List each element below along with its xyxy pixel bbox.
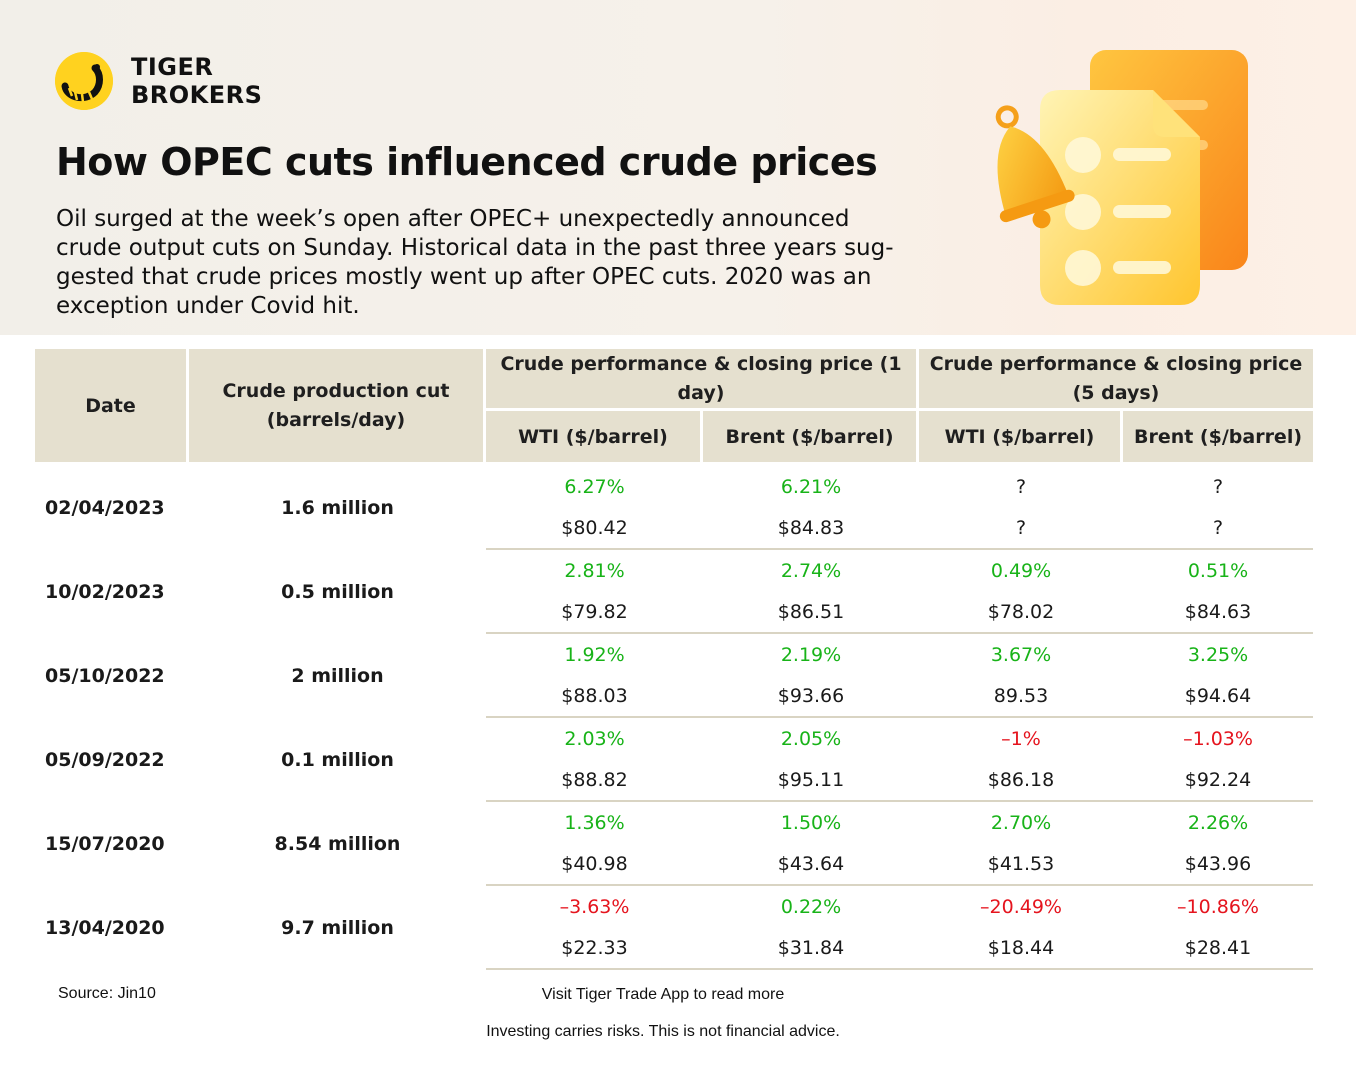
wti-1day-price: $88.03 [486,675,703,718]
table-row-prices: $22.33 $31.84 $18.44 $28.41 [35,927,1313,970]
row-production-cut: 9.7 million [281,917,394,939]
row-production-cut: 2 million [291,665,384,687]
table-row-prices: $88.82 $95.11 $86.18 $92.24 [35,759,1313,802]
brent-1day-change: 1.50% [780,811,842,834]
wti-5days-price: $41.53 [919,843,1123,886]
wti-5days-price: ? [919,507,1123,550]
wti-5days-change: 2.70% [990,811,1052,834]
brent-1day-price: $93.66 [703,675,919,718]
row-date: 13/04/2020 [45,917,165,939]
brand-name: TIGER BROKERS [131,53,262,109]
brent-1day-change: 6.21% [780,475,842,498]
tiger-brokers-logo-icon [55,52,113,110]
brent-1day-price: $43.64 [703,843,919,886]
header-date: Date [35,349,189,462]
wti-1day-change: 1.36% [564,811,625,834]
brent-5days-change: 2.26% [1187,811,1249,834]
wti-1day-price: $80.42 [486,507,703,550]
table-row-prices: $80.42 $84.83 ? ? [35,507,1313,550]
brand-name-line2: BROKERS [131,81,263,109]
wti-1day-price: $88.82 [486,759,703,802]
wti-5days-change: –1% [1001,727,1041,750]
wti-1day-price: $22.33 [486,927,703,970]
wti-1day-change: 2.03% [564,727,625,750]
wti-5days-change: –20.49% [980,895,1062,918]
illustration [978,40,1278,320]
table-row: 02/04/2023 1.6 million 6.27% 6.21% ? ? [35,462,1313,520]
brent-5days-change: ? [1212,475,1224,498]
table-row: 10/02/2023 0.5 million 2.81% 2.74% 0.49%… [35,550,1313,604]
brent-5days-price: $43.96 [1123,843,1313,886]
table-row: 05/10/2022 2 million 1.92% 2.19% 3.67% 3… [35,634,1313,688]
wti-1day-change: 1.92% [564,643,625,666]
brent-5days-price: $94.64 [1123,675,1313,718]
row-production-cut: 1.6 million [281,497,394,519]
brent-5days-change: –10.86% [1177,895,1259,918]
brent-1day-change: 2.05% [780,727,842,750]
wti-5days-change: 0.49% [990,559,1052,582]
bell-icon [995,105,1075,229]
table-row: 15/07/2020 8.54 million 1.36% 1.50% 2.70… [35,802,1313,856]
intro-paragraph: Oil surged at the week’s open after OPEC… [56,206,894,319]
brand-name-line1: TIGER [131,53,214,81]
row-production-cut: 0.5 million [281,581,394,603]
wti-5days-price: $18.44 [919,927,1123,970]
brent-1day-change: 0.22% [780,895,842,918]
table-row-prices: $40.98 $43.64 $41.53 $43.96 [35,843,1313,886]
table-row-prices: $88.03 $93.66 89.53 $94.64 [35,675,1313,718]
brent-5days-price: $28.41 [1123,927,1313,970]
table-row: 13/04/2020 9.7 million –3.63% 0.22% –20.… [35,886,1313,940]
wti-5days-price: $78.02 [919,591,1123,634]
brent-1day-change: 2.19% [780,643,842,666]
wti-5days-change: 3.67% [990,643,1052,666]
row-date: 05/10/2022 [45,665,165,687]
source-note: Source: Jin10 [58,985,156,1002]
header-group-5days: Crude performance & closing price (5 day… [919,349,1313,411]
header-group-1day: Crude performance & closing price (1 day… [486,349,919,411]
page-title: How OPEC cuts influenced crude prices [56,140,878,184]
header-production-cut: Crude production cut (barrels/day) [189,349,486,462]
row-production-cut: 8.54 million [274,833,401,855]
header-brent-5days: Brent ($/barrel) [1123,411,1313,462]
wti-1day-change: 2.81% [564,559,625,582]
brent-1day-price: $86.51 [703,591,919,634]
brent-5days-price: $84.63 [1123,591,1313,634]
header-wti-5days: WTI ($/barrel) [919,411,1123,462]
brent-5days-change: 3.25% [1187,643,1249,666]
wti-5days-price: 89.53 [919,675,1123,718]
row-date: 05/09/2022 [45,749,165,771]
wti-1day-price: $79.82 [486,591,703,634]
table-row: 05/09/2022 0.1 million 2.03% 2.05% –1% –… [35,718,1313,772]
document-icon [995,50,1248,305]
brent-1day-price: $31.84 [703,927,919,970]
wti-1day-change: –3.63% [559,895,630,918]
brent-5days-change: –1.03% [1183,727,1253,750]
header-wti-1day: WTI ($/barrel) [486,411,703,462]
cta-link[interactable]: Visit Tiger Trade App to read more [541,986,785,1003]
brent-1day-price: $95.11 [703,759,919,802]
wti-1day-change: 6.27% [564,475,625,498]
brand-logo[interactable]: TIGER BROKERS [55,52,262,110]
brent-5days-change: 0.51% [1187,559,1249,582]
table-row-prices: $79.82 $86.51 $78.02 $84.63 [35,591,1313,634]
brent-5days-price: $92.24 [1123,759,1313,802]
wti-5days-price: $86.18 [919,759,1123,802]
brent-5days-price: ? [1123,507,1313,550]
header-brent-1day: Brent ($/barrel) [703,411,919,462]
wti-5days-change: ? [1015,475,1027,498]
row-production-cut: 0.1 million [281,749,394,771]
brent-1day-price: $84.83 [703,507,919,550]
crude-prices-table: Date Crude production cut (barrels/day) … [35,349,1313,970]
row-date: 15/07/2020 [45,833,165,855]
brent-1day-change: 2.74% [780,559,842,582]
disclaimer: Investing carries risks. This is not fin… [486,1023,840,1040]
wti-1day-price: $40.98 [486,843,703,886]
row-date: 02/04/2023 [45,497,165,519]
row-date: 10/02/2023 [45,581,165,603]
